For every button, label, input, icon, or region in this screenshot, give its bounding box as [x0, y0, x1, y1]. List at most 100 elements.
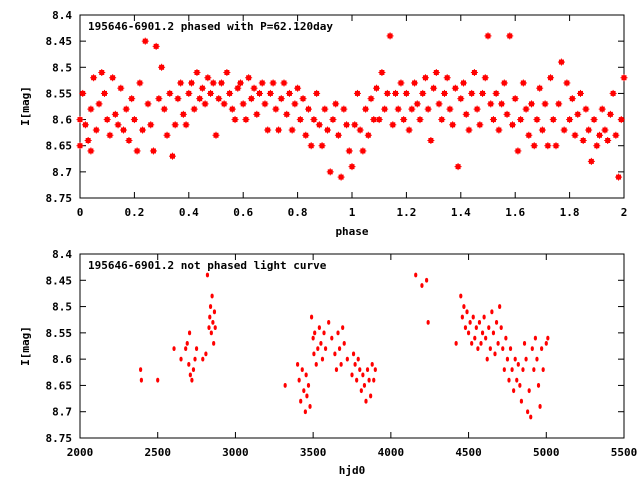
unphased-data-point	[532, 367, 536, 373]
unphased-data-point	[471, 314, 475, 320]
unphased-x-axis-label: hjd0	[339, 464, 366, 477]
phased-data-point	[421, 74, 429, 82]
unphased-points	[139, 272, 550, 420]
phased-data-point	[160, 105, 168, 113]
unphased-ytick-label: 8.4	[52, 248, 72, 261]
unphased-ytick-label: 8.65	[46, 379, 73, 392]
unphased-data-point	[205, 272, 210, 278]
unphased-data-point	[459, 293, 463, 299]
unphased-data-point	[540, 346, 544, 352]
phased-data-point	[139, 126, 147, 134]
phased-data-point	[492, 89, 500, 97]
unphased-data-point	[194, 346, 199, 352]
phased-data-point	[337, 173, 345, 181]
unphased-data-point	[355, 377, 359, 383]
unphased-data-point	[526, 409, 530, 415]
phased-data-point	[109, 74, 117, 82]
phased-data-point	[528, 100, 536, 108]
phased-data-point	[585, 126, 593, 134]
phased-data-point	[489, 116, 497, 124]
unphased-data-point	[527, 388, 531, 394]
unphased-data-point	[507, 377, 511, 383]
unphased-data-point	[473, 335, 477, 341]
phased-data-point	[106, 131, 114, 139]
phased-panel: 8.48.458.58.558.68.658.78.75 0 0.2 0.4 0.6 0…	[19, 9, 628, 238]
phased-data-point	[318, 142, 326, 150]
unphased-data-point	[485, 356, 489, 362]
phased-data-point	[566, 116, 574, 124]
unphased-data-point	[512, 388, 516, 394]
phased-data-point	[364, 131, 372, 139]
phased-ytick-label: 8.6	[52, 114, 72, 127]
unphased-data-point	[297, 377, 301, 383]
phased-data-point	[163, 131, 171, 139]
phased-data-point	[348, 163, 356, 171]
unphased-data-point	[359, 388, 363, 394]
phased-data-point	[552, 142, 560, 150]
phased-data-point	[604, 136, 612, 144]
phased-data-point	[530, 142, 538, 150]
phased-data-point	[258, 79, 266, 87]
unphased-data-point	[201, 356, 205, 362]
phased-data-point	[313, 89, 321, 97]
phased-ytick-label: 8.65	[46, 140, 73, 153]
unphased-data-point	[364, 398, 368, 404]
phased-data-point	[568, 95, 576, 103]
phased-data-point	[411, 79, 419, 87]
phased-ytick-label: 8.7	[52, 166, 72, 179]
phased-data-point	[234, 84, 242, 92]
phased-data-point	[617, 116, 625, 124]
phased-data-point	[443, 74, 451, 82]
phased-data-point	[236, 79, 244, 87]
phased-data-point	[353, 89, 361, 97]
phased-data-point	[612, 131, 620, 139]
phased-data-point	[266, 89, 274, 97]
phased-data-point	[329, 116, 337, 124]
unphased-data-point	[187, 362, 191, 367]
phased-data-point	[609, 89, 617, 97]
phased-data-point	[299, 95, 307, 103]
phased-data-point	[460, 79, 468, 87]
unphased-data-point	[370, 362, 374, 367]
phased-data-point	[356, 126, 364, 134]
phased-data-point	[593, 142, 601, 150]
phased-data-point	[111, 110, 119, 118]
phased-data-point	[400, 116, 408, 124]
phased-data-point	[92, 126, 100, 134]
phased-ytick-label: 8.55	[46, 87, 73, 100]
phased-ytick-label: 8.4	[52, 9, 72, 22]
phased-data-point	[525, 131, 533, 139]
unphased-data-point	[530, 346, 534, 352]
phased-data-point	[596, 131, 604, 139]
phased-data-point	[508, 121, 516, 129]
unphased-data-point	[529, 414, 533, 420]
unphased-data-point	[490, 309, 494, 315]
phased-data-point	[427, 136, 435, 144]
phased-data-point	[419, 89, 427, 97]
unphased-xtick-label: 5500	[611, 446, 638, 459]
unphased-data-point	[208, 314, 212, 320]
unphased-data-point	[505, 356, 510, 362]
phased-data-point	[536, 84, 544, 92]
phased-data-point	[174, 95, 182, 103]
unphased-data-point	[299, 398, 303, 404]
phased-xtick-label: 1	[349, 206, 356, 219]
phased-data-point	[340, 105, 348, 113]
unphased-data-point	[208, 304, 213, 309]
phased-data-point	[473, 105, 481, 113]
unphased-data-point	[350, 372, 354, 378]
unphased-y-axis-label: I[mag]	[19, 326, 32, 366]
phased-data-point	[296, 116, 304, 124]
phased-data-point	[155, 95, 163, 103]
phased-data-point	[383, 89, 391, 97]
unphased-data-point	[308, 404, 312, 409]
phased-data-point	[465, 126, 473, 134]
phased-data-point	[601, 126, 609, 134]
unphased-data-point	[179, 356, 183, 362]
unphased-data-point	[314, 362, 318, 367]
phased-data-point	[576, 89, 584, 97]
unphased-data-point	[494, 319, 499, 325]
phased-data-point	[103, 116, 111, 124]
phased-data-point	[514, 147, 522, 155]
phased-data-point	[495, 126, 503, 134]
